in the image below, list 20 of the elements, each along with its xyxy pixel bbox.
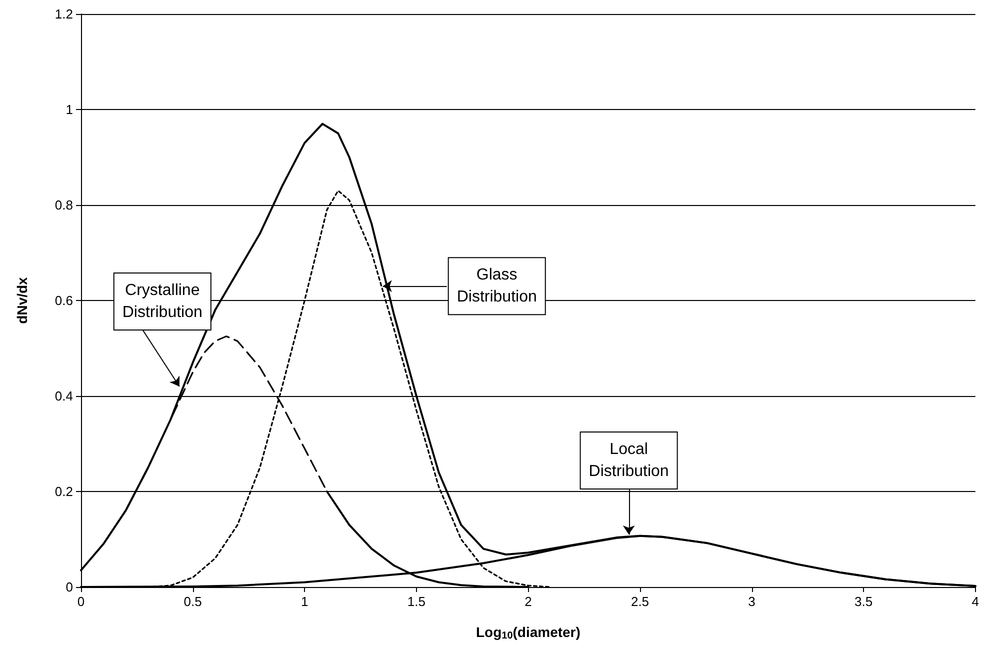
annotation: Glass Distribution — [456, 266, 537, 306]
x-tick-label: 0 — [77, 594, 85, 609]
x-tick-label: 3 — [748, 594, 756, 609]
y-tick-label: 1.2 — [54, 6, 73, 22]
y-tick-label: 0 — [66, 580, 73, 594]
y-tick-label: 1 — [66, 102, 73, 117]
x-tick-label: 1.5 — [407, 594, 426, 609]
x-tick-label: 3.5 — [854, 594, 873, 609]
annotation: Crystalline Distribution — [122, 282, 202, 321]
annotation: Local Distribution — [588, 440, 669, 480]
y-tick-label: 0.8 — [54, 198, 73, 212]
y-tick-label: 0.2 — [54, 484, 73, 499]
y-tick-label: 0.4 — [54, 388, 73, 404]
x-tick-label: 1 — [300, 594, 308, 609]
x-tick-label: 4 — [972, 594, 979, 609]
x-tick-label: 2 — [524, 594, 532, 609]
y-axis-title: dNv/dx — [14, 276, 30, 324]
x-tick-label: 2.5 — [630, 594, 650, 609]
y-tick-label: 0.6 — [54, 293, 73, 308]
x-tick-label: 0.5 — [184, 594, 202, 609]
